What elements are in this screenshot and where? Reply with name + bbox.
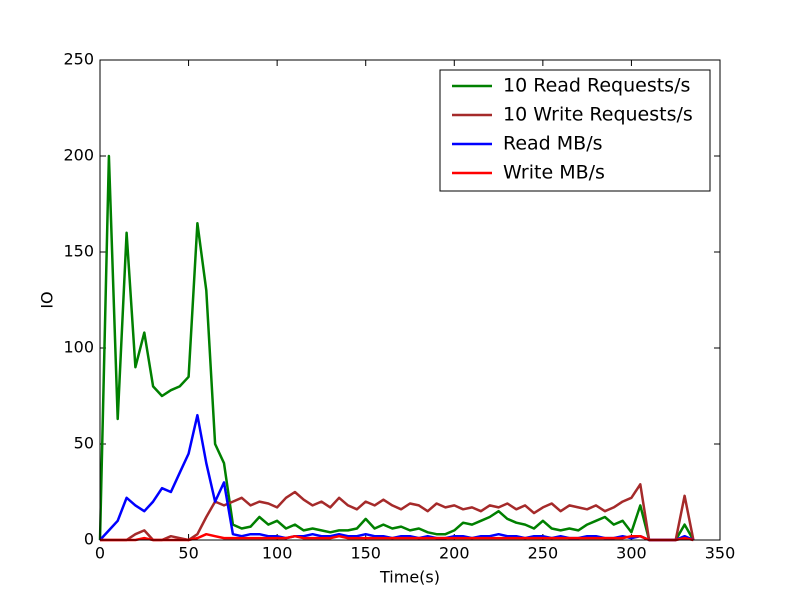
legend-label: Write MB/s <box>503 162 605 184</box>
y-tick-label: 150 <box>63 242 94 261</box>
legend-box <box>439 69 711 192</box>
y-tick-label: 0 <box>84 530 94 549</box>
x-tick-label: 0 <box>95 544 105 563</box>
y-tick-label: 200 <box>63 146 94 165</box>
plot-frame <box>99 59 721 541</box>
series-line <box>99 413 694 542</box>
x-tick-label: 50 <box>178 544 198 563</box>
x-tick-label: 250 <box>528 544 559 563</box>
y-tick-label: 100 <box>63 338 94 357</box>
legend-label: 10 Read Requests/s <box>503 75 690 97</box>
series-line <box>98 154 695 542</box>
x-tick-label: 200 <box>439 544 470 563</box>
x-tick-label: 300 <box>616 544 647 563</box>
legend-label: 10 Write Requests/s <box>503 104 693 126</box>
x-tick-label: 150 <box>350 544 381 563</box>
series-line <box>100 483 695 542</box>
y-tick-label: 250 <box>63 50 94 69</box>
x-tick-label: 350 <box>705 544 736 563</box>
y-axis-label: IO <box>38 291 57 308</box>
y-tick-label: 50 <box>74 434 94 453</box>
x-axis-label: Time(s) <box>379 568 440 587</box>
x-tick-label: 100 <box>262 544 293 563</box>
legend-label: Read MB/s <box>503 133 603 155</box>
series-line <box>100 532 694 542</box>
